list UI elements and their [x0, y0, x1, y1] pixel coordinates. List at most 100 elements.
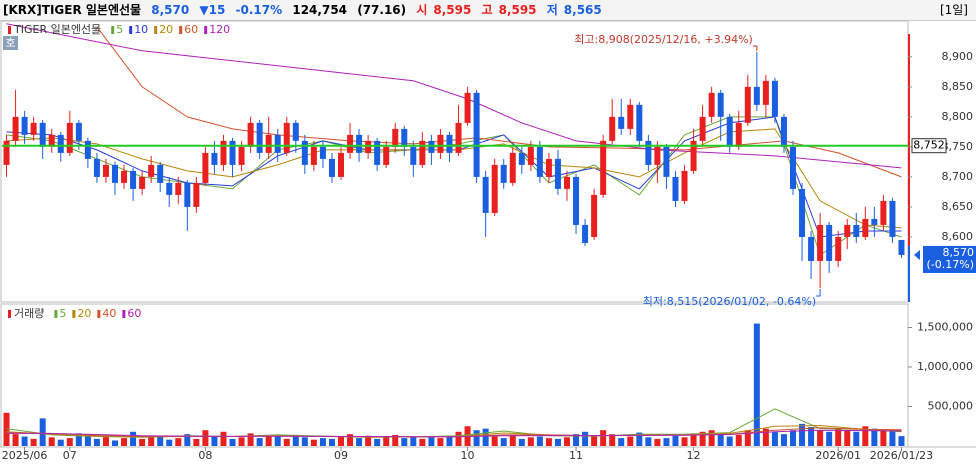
volume-bar	[193, 438, 200, 446]
candle-body	[139, 176, 146, 189]
volume-bar	[699, 431, 706, 446]
candle-body	[21, 116, 28, 135]
legend-swatch	[204, 26, 208, 34]
legend-swatch	[8, 26, 11, 34]
volume-bar	[265, 435, 272, 446]
y-tick-label: 8,850	[942, 80, 974, 93]
low: 8,565	[563, 3, 602, 17]
y-tick-label: 8,900	[942, 50, 974, 63]
candle-body	[545, 158, 552, 177]
candle-body	[835, 236, 842, 261]
y-tick-label: 8,650	[942, 200, 974, 213]
candle-body	[654, 146, 661, 165]
volume-bar	[645, 437, 652, 446]
volume-bar	[898, 436, 905, 446]
legend-swatch	[8, 310, 11, 318]
x-tick-label: 2026/01	[815, 449, 861, 462]
volume-bar	[681, 437, 688, 446]
candle-body	[744, 86, 751, 123]
volume-bar	[762, 428, 769, 446]
candle-body	[573, 176, 580, 225]
ticker-name: [KRX]TIGER 일본엔선물	[3, 3, 142, 17]
candle-body	[292, 122, 299, 141]
legend-label: 40	[102, 307, 116, 320]
candle-body	[3, 140, 10, 165]
y-tick-label: 8,750	[942, 140, 974, 153]
volume-bar	[184, 434, 191, 446]
candle-body	[202, 152, 209, 183]
candle-body	[889, 200, 896, 237]
volume-bar	[356, 438, 363, 446]
legend-swatch	[72, 310, 76, 318]
volume-bar	[536, 436, 543, 446]
y-tick-label: 8,800	[942, 110, 974, 123]
x-tick-label: 09	[334, 449, 348, 462]
candle-body	[509, 152, 516, 183]
header-bar: [KRX]TIGER 일본엔선물 8,570 ▼15 -0.17% 124,75…	[0, 0, 976, 21]
price: 8,570	[151, 3, 190, 17]
candle-body	[527, 146, 534, 165]
candle-body	[844, 224, 851, 237]
volume-bar	[130, 431, 137, 446]
volume-bar	[93, 438, 100, 446]
volume-ratio: (77.16)	[357, 3, 407, 17]
volume-bar	[274, 436, 281, 446]
x-tick-label: 2026/01/23	[870, 449, 933, 462]
volume-bar	[365, 435, 372, 446]
candle-body	[229, 140, 236, 165]
volume-bar	[202, 430, 209, 446]
volume-bar	[401, 438, 408, 446]
volume-bar	[347, 434, 354, 446]
candle-body	[536, 146, 543, 177]
low-arrow	[816, 288, 821, 297]
candle-body	[356, 134, 363, 153]
candle-body	[726, 116, 733, 147]
volume-bar	[157, 435, 164, 446]
legend-swatch	[122, 310, 126, 318]
volume-bar	[771, 431, 778, 446]
reference-box	[911, 138, 947, 154]
volume-bar	[446, 435, 453, 446]
volume-bar	[880, 430, 887, 446]
volume-bar	[862, 426, 869, 446]
candle-body	[428, 140, 435, 153]
candle-body	[310, 146, 317, 165]
candle-body	[39, 122, 46, 147]
candle-body	[12, 116, 19, 141]
period[interactable]: [1일]	[939, 3, 968, 17]
legend-title: 거래량	[14, 307, 44, 320]
volume-bar	[84, 434, 91, 446]
x-tick-label: 2025/06	[2, 449, 48, 462]
candle-body	[491, 164, 498, 213]
volume-bar	[509, 434, 516, 446]
volume-bar	[292, 434, 299, 446]
high: 8,595	[498, 3, 537, 17]
legend-swatch	[154, 26, 158, 34]
candle-body	[166, 182, 173, 195]
candle-body	[220, 140, 227, 165]
candle-body	[437, 134, 444, 153]
volume-bar	[663, 438, 670, 446]
volume-bar	[473, 430, 480, 446]
current-marker	[914, 249, 920, 260]
volume-bar	[799, 423, 806, 446]
volume-bar	[112, 440, 118, 446]
low-label: 저	[546, 3, 558, 17]
volume-bar	[283, 438, 290, 446]
candle-body	[799, 188, 806, 237]
candle-body	[699, 116, 706, 141]
volume-bar	[826, 431, 833, 446]
volume-bar	[148, 437, 155, 446]
volume-bar	[374, 438, 381, 446]
x-tick-label: 11	[569, 449, 583, 462]
candle-body	[410, 146, 417, 165]
candle-body	[690, 140, 697, 171]
candle-body	[708, 92, 715, 117]
volume-bar	[591, 436, 598, 446]
volume-bar	[66, 438, 73, 446]
x-tick-label: 12	[687, 449, 701, 462]
volume-bar	[690, 433, 697, 446]
volume-bar	[238, 437, 245, 446]
legend-swatch	[111, 26, 115, 34]
